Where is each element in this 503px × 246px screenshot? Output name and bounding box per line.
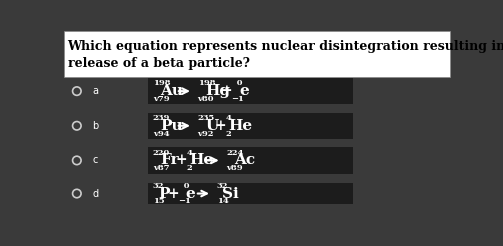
Text: Fr: Fr <box>160 154 179 168</box>
Text: 224: 224 <box>226 149 243 156</box>
Text: 239: 239 <box>153 114 170 122</box>
Text: 2: 2 <box>187 164 193 172</box>
Text: 0: 0 <box>178 182 190 190</box>
Text: He: He <box>189 154 213 168</box>
Text: 15: 15 <box>153 197 164 205</box>
FancyBboxPatch shape <box>148 78 354 104</box>
Text: b: b <box>92 121 99 131</box>
Text: Si: Si <box>222 186 238 200</box>
Text: −1: −1 <box>178 197 191 205</box>
Text: Au: Au <box>160 84 184 98</box>
Text: v92: v92 <box>198 130 214 138</box>
Text: Pu: Pu <box>160 119 183 133</box>
Text: v79: v79 <box>153 95 170 103</box>
Text: 198: 198 <box>153 79 171 87</box>
Text: 4: 4 <box>187 149 193 156</box>
Text: 14: 14 <box>217 197 228 205</box>
Text: v87: v87 <box>153 164 170 172</box>
Text: U: U <box>205 119 218 133</box>
Text: 0: 0 <box>231 79 243 87</box>
Text: Which equation represents nuclear disintegration resulting in: Which equation represents nuclear disint… <box>67 40 503 53</box>
FancyBboxPatch shape <box>64 31 450 77</box>
Text: a: a <box>93 86 99 96</box>
Text: Ac: Ac <box>234 154 255 168</box>
Text: +: + <box>221 84 232 98</box>
Text: e: e <box>239 84 249 98</box>
Text: v89: v89 <box>226 164 243 172</box>
Text: +: + <box>167 186 179 200</box>
Text: v80: v80 <box>198 95 214 103</box>
Text: Hg: Hg <box>205 84 230 98</box>
Text: 4: 4 <box>225 114 231 122</box>
Text: 32: 32 <box>153 182 164 190</box>
Text: release of a beta particle?: release of a beta particle? <box>67 57 249 70</box>
Text: e: e <box>186 186 195 200</box>
Text: 220: 220 <box>153 149 170 156</box>
FancyBboxPatch shape <box>148 183 354 204</box>
Text: v94: v94 <box>153 130 170 138</box>
Text: +: + <box>176 154 188 168</box>
Text: +: + <box>214 119 226 133</box>
FancyBboxPatch shape <box>148 113 354 139</box>
Text: d: d <box>93 188 99 199</box>
Text: He: He <box>228 119 252 133</box>
Text: P: P <box>158 186 170 200</box>
Text: c: c <box>93 155 98 165</box>
Text: 2: 2 <box>225 130 231 138</box>
Text: 198: 198 <box>198 79 215 87</box>
Text: 32: 32 <box>217 182 228 190</box>
Text: −1: −1 <box>231 95 244 103</box>
FancyBboxPatch shape <box>148 147 354 173</box>
Text: 235: 235 <box>198 114 215 122</box>
